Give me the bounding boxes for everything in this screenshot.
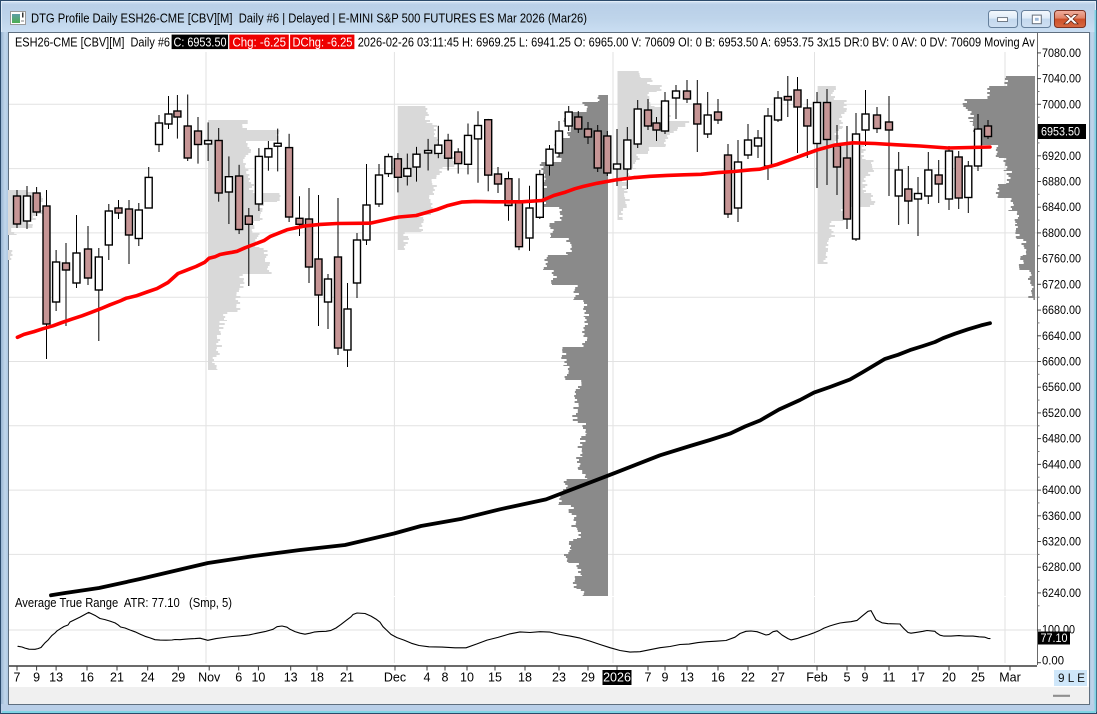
svg-text:6400.00: 6400.00 <box>1042 485 1081 497</box>
svg-text:0.00: 0.00 <box>1042 656 1064 668</box>
svg-text:23: 23 <box>552 671 566 685</box>
svg-text:25: 25 <box>971 671 985 685</box>
svg-text:21: 21 <box>340 671 354 685</box>
svg-text:9: 9 <box>862 671 869 685</box>
svg-text:16: 16 <box>711 671 725 685</box>
svg-text:7: 7 <box>14 671 21 685</box>
svg-text:77.10: 77.10 <box>1041 633 1068 645</box>
svg-text:6280.00: 6280.00 <box>1042 562 1081 574</box>
svg-text:6560.00: 6560.00 <box>1042 382 1081 394</box>
svg-text:Average True Range ATR: 77.10: Average True Range ATR: 77.10 (Smp, 5) <box>15 596 232 610</box>
svg-text:2026-02-26 03:11:45 H: 6969.25: 2026-02-26 03:11:45 H: 6969.25 L: 6941.2… <box>358 36 1036 50</box>
svg-text:7: 7 <box>645 671 652 685</box>
svg-text:7040.00: 7040.00 <box>1042 74 1081 86</box>
svg-text:6760.00: 6760.00 <box>1042 254 1081 266</box>
svg-text:18: 18 <box>310 671 324 685</box>
svg-text:6920.00: 6920.00 <box>1042 151 1081 163</box>
svg-text:6440.00: 6440.00 <box>1042 459 1081 471</box>
svg-text:21: 21 <box>110 671 124 685</box>
svg-text:6680.00: 6680.00 <box>1042 305 1081 317</box>
svg-text:5: 5 <box>844 671 851 685</box>
svg-text:6320.00: 6320.00 <box>1042 537 1081 549</box>
svg-text:DTG Profile Daily ESH26-CME [C: DTG Profile Daily ESH26-CME [CBV][M] Dai… <box>31 12 587 26</box>
svg-text:9 L E: 9 L E <box>1058 671 1085 685</box>
svg-text:10: 10 <box>251 671 265 685</box>
svg-text:16: 16 <box>80 671 94 685</box>
svg-text:Chg: -6.25: Chg: -6.25 <box>233 36 287 50</box>
svg-text:6640.00: 6640.00 <box>1042 331 1081 343</box>
svg-text:4: 4 <box>424 671 431 685</box>
svg-text:6800.00: 6800.00 <box>1042 228 1081 240</box>
svg-text:29: 29 <box>171 671 185 685</box>
svg-text:10: 10 <box>460 671 474 685</box>
svg-text:8: 8 <box>442 671 449 685</box>
svg-text:6240.00: 6240.00 <box>1042 588 1081 600</box>
svg-text:Mar: Mar <box>999 671 1021 685</box>
svg-text:17: 17 <box>911 671 925 685</box>
svg-text:C: 6953.50: C: 6953.50 <box>174 36 227 50</box>
svg-text:22: 22 <box>741 671 755 685</box>
svg-text:Dec: Dec <box>384 671 406 685</box>
svg-text:6360.00: 6360.00 <box>1042 511 1081 523</box>
svg-text:ESH26-CME [CBV][M] Daily #6: ESH26-CME [CBV][M] Daily #6 <box>15 36 170 50</box>
svg-text:Nov: Nov <box>198 671 221 685</box>
svg-text:6: 6 <box>235 671 242 685</box>
svg-text:6520.00: 6520.00 <box>1042 408 1081 420</box>
svg-text:11: 11 <box>883 671 896 685</box>
svg-text:29: 29 <box>581 671 595 685</box>
svg-text:13: 13 <box>49 671 63 685</box>
svg-text:27: 27 <box>771 671 785 685</box>
svg-text:13: 13 <box>680 671 694 685</box>
svg-text:6600.00: 6600.00 <box>1042 357 1081 369</box>
svg-text:DChg: -6.25: DChg: -6.25 <box>293 36 353 50</box>
svg-text:7080.00: 7080.00 <box>1042 48 1081 60</box>
svg-text:6720.00: 6720.00 <box>1042 279 1081 291</box>
svg-text:6480.00: 6480.00 <box>1042 434 1081 446</box>
svg-text:9: 9 <box>662 671 669 685</box>
svg-text:6840.00: 6840.00 <box>1042 202 1081 214</box>
svg-text:Feb: Feb <box>806 671 828 685</box>
svg-text:15: 15 <box>488 671 502 685</box>
svg-text:24: 24 <box>141 671 155 685</box>
svg-text:20: 20 <box>942 671 956 685</box>
svg-text:7000.00: 7000.00 <box>1042 99 1081 111</box>
svg-text:13: 13 <box>284 671 298 685</box>
svg-text:18: 18 <box>518 671 532 685</box>
svg-text:9: 9 <box>33 671 40 685</box>
svg-text:2026: 2026 <box>603 671 631 685</box>
svg-text:6953.50: 6953.50 <box>1041 127 1080 139</box>
svg-text:6880.00: 6880.00 <box>1042 177 1081 189</box>
